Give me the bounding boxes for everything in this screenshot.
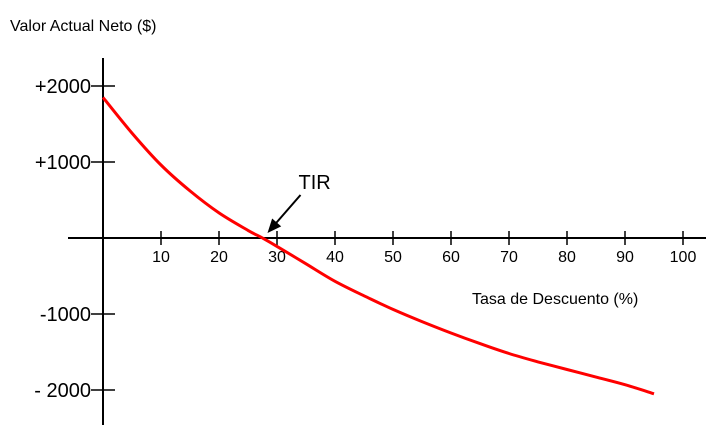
x-ticks: 10 20 30 40 50 60 70 80 90 100 [152, 231, 696, 266]
x-tick-label: 10 [152, 249, 170, 266]
x-tick-label: 100 [670, 249, 697, 266]
x-tick-label: 30 [268, 249, 286, 266]
y-tick-label: +2000 [35, 76, 91, 98]
npv-series-line [101, 96, 655, 396]
x-tick-label: 70 [500, 249, 518, 266]
irr-arrow-head [267, 218, 282, 233]
irr-arrow-line [272, 194, 302, 227]
y-tick-label: -1000 [40, 304, 91, 326]
x-axis-label: Tasa de Descuento (%) [472, 291, 638, 308]
irr-label: TIR [299, 172, 331, 194]
y-axis-label: Valor Actual Neto ($) [10, 18, 156, 35]
y-ticks: +2000 +1000 -1000 - 2000 [34, 76, 115, 402]
x-tick-label: 80 [558, 249, 576, 266]
x-tick-label: 50 [384, 249, 402, 266]
x-tick-label: 60 [442, 249, 460, 266]
x-tick-label: 20 [210, 249, 228, 266]
irr-annotation: TIR [267, 172, 331, 233]
y-tick-label: +1000 [35, 152, 91, 174]
y-tick-label: - 2000 [34, 380, 91, 402]
x-tick-label: 40 [326, 249, 344, 266]
x-tick-label: 90 [616, 249, 634, 266]
